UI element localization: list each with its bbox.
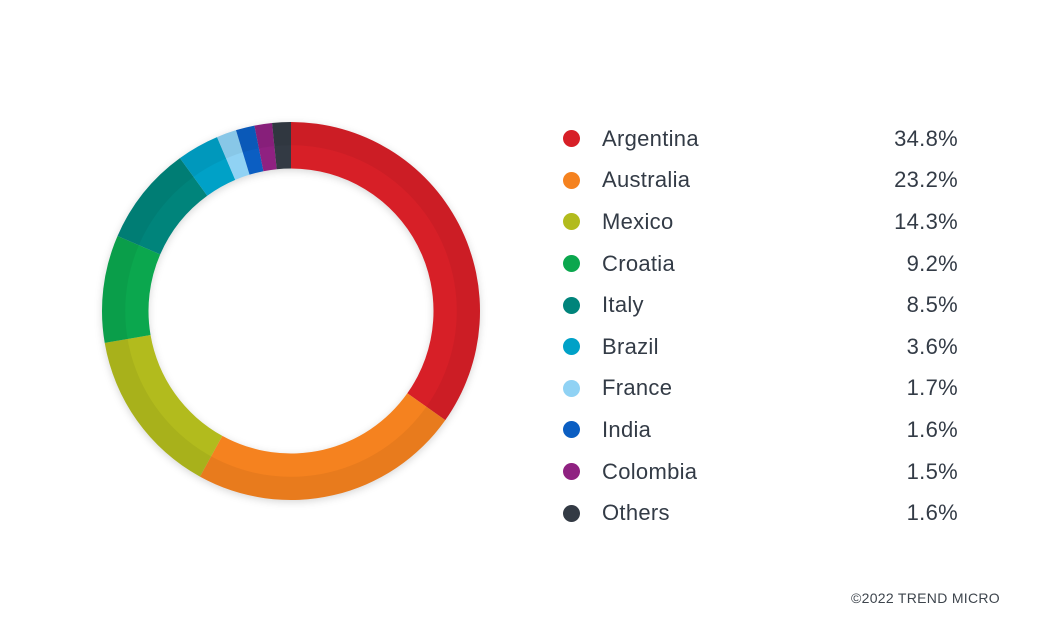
donut-slice-france — [217, 130, 250, 180]
donut-slice-brazil — [179, 137, 236, 196]
legend-label: Mexico — [602, 208, 674, 234]
chart-legend: Argentina 34.8% Australia 23.2% Mexico 14.3% C… — [563, 118, 958, 534]
legend-value: 1.6% — [906, 416, 958, 442]
legend-color-dot — [563, 213, 580, 231]
donut-slice-india — [235, 125, 264, 175]
legend-color-dot — [563, 379, 580, 397]
legend-item-others: Others 1.6% — [563, 492, 958, 534]
donut-slices — [101, 121, 481, 500]
donut-chart-svg — [101, 121, 481, 501]
legend-color-dot — [563, 130, 580, 148]
legend-color-dot — [563, 421, 580, 439]
donut-slice-australia — [199, 393, 446, 500]
donut-slice-argentina — [291, 122, 481, 421]
legend-item-france: France 1.7% — [563, 368, 958, 410]
legend-item-italy: Italy 8.5% — [563, 284, 958, 326]
copyright-text: ©2022 TREND MICRO — [851, 590, 1000, 606]
legend-color-dot — [563, 296, 580, 314]
donut-slice-croatia — [101, 235, 161, 343]
donut-slice-italy — [117, 158, 208, 255]
legend-label: Italy — [602, 292, 644, 318]
legend-label: Australia — [602, 167, 691, 193]
legend-color-dot — [563, 338, 580, 356]
legend-label: Croatia — [602, 250, 676, 276]
legend-value: 1.7% — [906, 375, 958, 401]
legend-item-croatia: Croatia 9.2% — [563, 243, 958, 285]
legend-value: 14.3% — [894, 208, 958, 234]
legend-color-dot — [563, 504, 580, 522]
legend-value: 1.5% — [906, 458, 958, 484]
legend-item-colombia: Colombia 1.5% — [563, 451, 958, 493]
donut-slice-mexico — [104, 335, 223, 477]
donut-slice-others — [272, 121, 291, 170]
legend-value: 34.8% — [894, 125, 958, 151]
legend-label: Colombia — [602, 458, 698, 484]
legend-item-argentina: Argentina 34.8% — [563, 118, 958, 160]
legend-item-brazil: Brazil 3.6% — [563, 326, 958, 368]
donut-chart — [101, 121, 481, 501]
legend-color-dot — [563, 171, 580, 189]
legend-item-australia: Australia 23.2% — [563, 160, 958, 202]
donut-slice-colombia — [254, 122, 277, 172]
legend-label: Others — [602, 500, 670, 526]
legend-value: 9.2% — [906, 250, 958, 276]
legend-value: 1.6% — [906, 500, 958, 526]
legend-item-india: India 1.6% — [563, 409, 958, 451]
legend-label: France — [602, 375, 673, 401]
legend-value: 23.2% — [894, 167, 958, 193]
legend-value: 8.5% — [906, 292, 958, 318]
legend-label: Brazil — [602, 333, 659, 359]
legend-value: 3.6% — [906, 333, 958, 359]
legend-label: India — [602, 416, 652, 442]
legend-item-mexico: Mexico 14.3% — [563, 201, 958, 243]
legend-color-dot — [563, 463, 580, 481]
legend-label: Argentina — [602, 125, 699, 151]
legend-color-dot — [563, 255, 580, 273]
